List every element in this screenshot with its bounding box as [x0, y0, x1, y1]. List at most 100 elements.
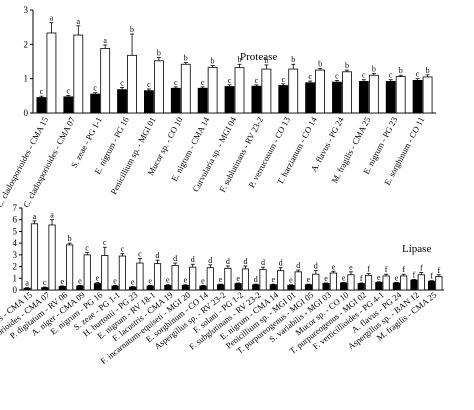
bar	[241, 268, 250, 291]
significance-letter: a	[33, 212, 37, 221]
significance-letter: d	[314, 262, 318, 271]
significance-letter: a	[77, 17, 81, 26]
significance-letter: c	[416, 70, 420, 79]
significance-letter: b	[372, 65, 376, 74]
significance-letter: e	[332, 262, 336, 271]
significance-letter: f	[360, 274, 363, 283]
bar	[30, 223, 39, 291]
bar	[251, 85, 262, 114]
significance-letter: e	[201, 276, 205, 285]
bar	[417, 274, 425, 291]
bar	[342, 71, 352, 114]
y-tick-label: 0	[24, 108, 29, 118]
significance-letter: e	[131, 277, 135, 286]
bar	[224, 86, 235, 114]
significance-letter: b	[291, 55, 295, 64]
bar	[400, 275, 408, 291]
significance-letter: e	[307, 275, 311, 284]
bar	[329, 272, 337, 291]
y-tick-label: 3	[13, 250, 18, 260]
significance-letter: e	[219, 275, 223, 284]
bar	[118, 255, 126, 291]
significance-letter: d	[243, 257, 247, 266]
significance-letter: a	[50, 211, 54, 220]
significance-letter: c	[201, 78, 205, 87]
bar	[312, 273, 320, 291]
significance-letter: f	[420, 263, 423, 272]
significance-letter: e	[166, 276, 170, 285]
bar	[100, 48, 111, 114]
significance-letter: c	[228, 76, 232, 85]
significance-letter: c	[335, 71, 339, 80]
bar	[234, 67, 245, 114]
significance-letter: e	[324, 274, 328, 283]
bar	[364, 274, 373, 291]
bar	[189, 266, 197, 291]
significance-letter: c	[281, 75, 285, 84]
significance-letter: c	[362, 71, 366, 80]
significance-letter: f	[430, 272, 433, 281]
bar	[73, 34, 84, 114]
bar	[83, 254, 91, 291]
panel-title: Lipase	[402, 243, 431, 255]
panel-title: Protease	[240, 51, 277, 63]
significance-letter: c	[138, 249, 142, 258]
bar	[347, 274, 355, 291]
bar	[66, 244, 74, 291]
y-tick-label: 1	[13, 273, 18, 283]
bar	[127, 54, 137, 114]
significance-letter: d	[254, 275, 258, 284]
bar	[375, 281, 383, 291]
significance-letter: d	[156, 251, 160, 260]
bar	[46, 32, 57, 114]
significance-letter: c	[308, 72, 312, 81]
significance-letter: d	[279, 259, 283, 268]
y-tick-label: 3	[24, 5, 29, 15]
significance-letter: c	[43, 278, 47, 287]
significance-letter: b	[426, 66, 430, 75]
y-tick-label: 2	[24, 39, 29, 49]
bar	[63, 96, 74, 114]
bar	[101, 255, 109, 291]
significance-letter: a	[25, 279, 29, 288]
bar	[410, 279, 418, 291]
bar	[36, 97, 47, 114]
significance-letter: c	[103, 238, 107, 247]
bar	[358, 81, 369, 114]
significance-letter: c	[120, 79, 124, 88]
significance-letter: e	[395, 273, 399, 282]
significance-letter: b	[399, 66, 403, 75]
bar	[294, 271, 302, 291]
significance-letter: e	[349, 263, 353, 272]
significance-letter: e	[342, 273, 346, 282]
significance-letter: b	[264, 56, 268, 65]
significance-letter: c	[174, 78, 178, 87]
significance-letter: b	[157, 48, 161, 57]
significance-letter: f	[413, 270, 416, 279]
bar	[435, 276, 443, 291]
significance-letter: f	[385, 265, 388, 274]
significance-letter: c	[255, 76, 259, 85]
significance-letter: c	[67, 86, 71, 95]
lipase-panel: 01234567LipaseaaC. cladosporioides - CMA…	[0, 203, 444, 366]
bar	[259, 269, 267, 291]
significance-letter: b	[130, 25, 134, 34]
bar	[332, 81, 342, 114]
bar	[305, 82, 316, 114]
bar	[153, 263, 162, 291]
bar	[206, 267, 214, 291]
significance-letter: e	[61, 277, 65, 286]
significance-letter: e	[289, 276, 293, 285]
significance-letter: c	[389, 71, 393, 80]
bar	[170, 87, 181, 114]
significance-letter: f	[367, 265, 370, 274]
significance-letter: a	[50, 14, 54, 23]
bar	[288, 68, 299, 114]
significance-letter: e	[96, 274, 100, 283]
y-tick-label: 2	[13, 262, 18, 272]
significance-letter: a	[103, 36, 107, 45]
bar	[368, 74, 379, 114]
significance-letter: c	[40, 87, 44, 96]
